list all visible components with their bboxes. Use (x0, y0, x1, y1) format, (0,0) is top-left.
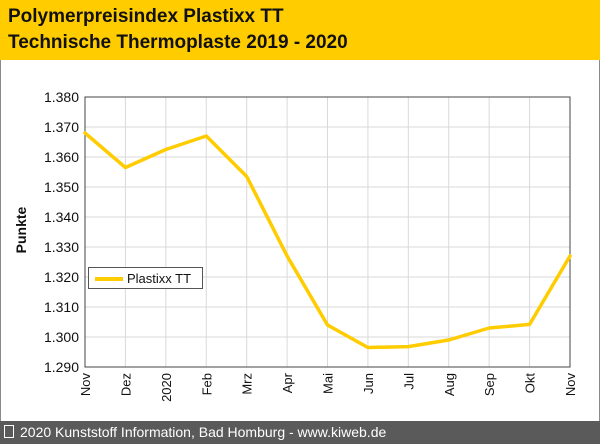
x-tick-label: Jul (401, 373, 416, 390)
x-tick-label: Mai (321, 373, 336, 394)
x-tick-label: 2020 (159, 373, 174, 402)
y-tick-label: 1.330 (44, 239, 79, 255)
x-tick-label: Mrz (240, 373, 255, 395)
x-tick-label: Dez (118, 373, 133, 396)
legend-label: Plastixx TT (127, 271, 192, 286)
x-tick-label: Nov (78, 373, 93, 397)
chart-legend: Plastixx TT (88, 267, 203, 289)
footer-bar: 2020 Kunststoff Information, Bad Homburg… (0, 421, 600, 444)
legend-swatch (95, 277, 123, 281)
y-axis-label: Punkte (13, 206, 29, 254)
line-chart: 1.290 1.300 1.310 1.320 1.330 1.340 1.350 1.360… (44, 89, 578, 402)
footer-copyright: 2020 Kunststoff Information, Bad Homburg… (20, 424, 387, 440)
document-icon (4, 425, 14, 438)
x-tick-label: Apr (280, 372, 295, 393)
chart-subtitle: Technische Thermoplaste 2019 - 2020 (8, 32, 348, 53)
x-tick-label: Okt (523, 373, 538, 394)
x-tick-label: Sep (482, 373, 497, 396)
y-tick-label: 1.380 (44, 89, 79, 105)
x-tick-label: Nov (563, 373, 578, 397)
y-tick-label: 1.310 (44, 299, 79, 315)
chart-title: Polymerpreisindex Plastixx TT (8, 6, 284, 27)
y-tick-label: 1.350 (44, 179, 79, 195)
y-tick-label: 1.360 (44, 149, 79, 165)
x-tick-label: Aug (442, 373, 457, 396)
x-tick-label: Jun (361, 373, 376, 394)
y-tick-label: 1.340 (44, 209, 79, 225)
chart-header: Polymerpreisindex Plastixx TT Technische… (0, 0, 600, 60)
plot-border (84, 96, 571, 368)
y-tick-label: 1.370 (44, 119, 79, 135)
x-tick-label: Feb (199, 373, 214, 395)
y-tick-label: 1.300 (44, 329, 79, 345)
y-tick-label: 1.290 (44, 359, 79, 375)
y-tick-label: 1.320 (44, 269, 79, 285)
